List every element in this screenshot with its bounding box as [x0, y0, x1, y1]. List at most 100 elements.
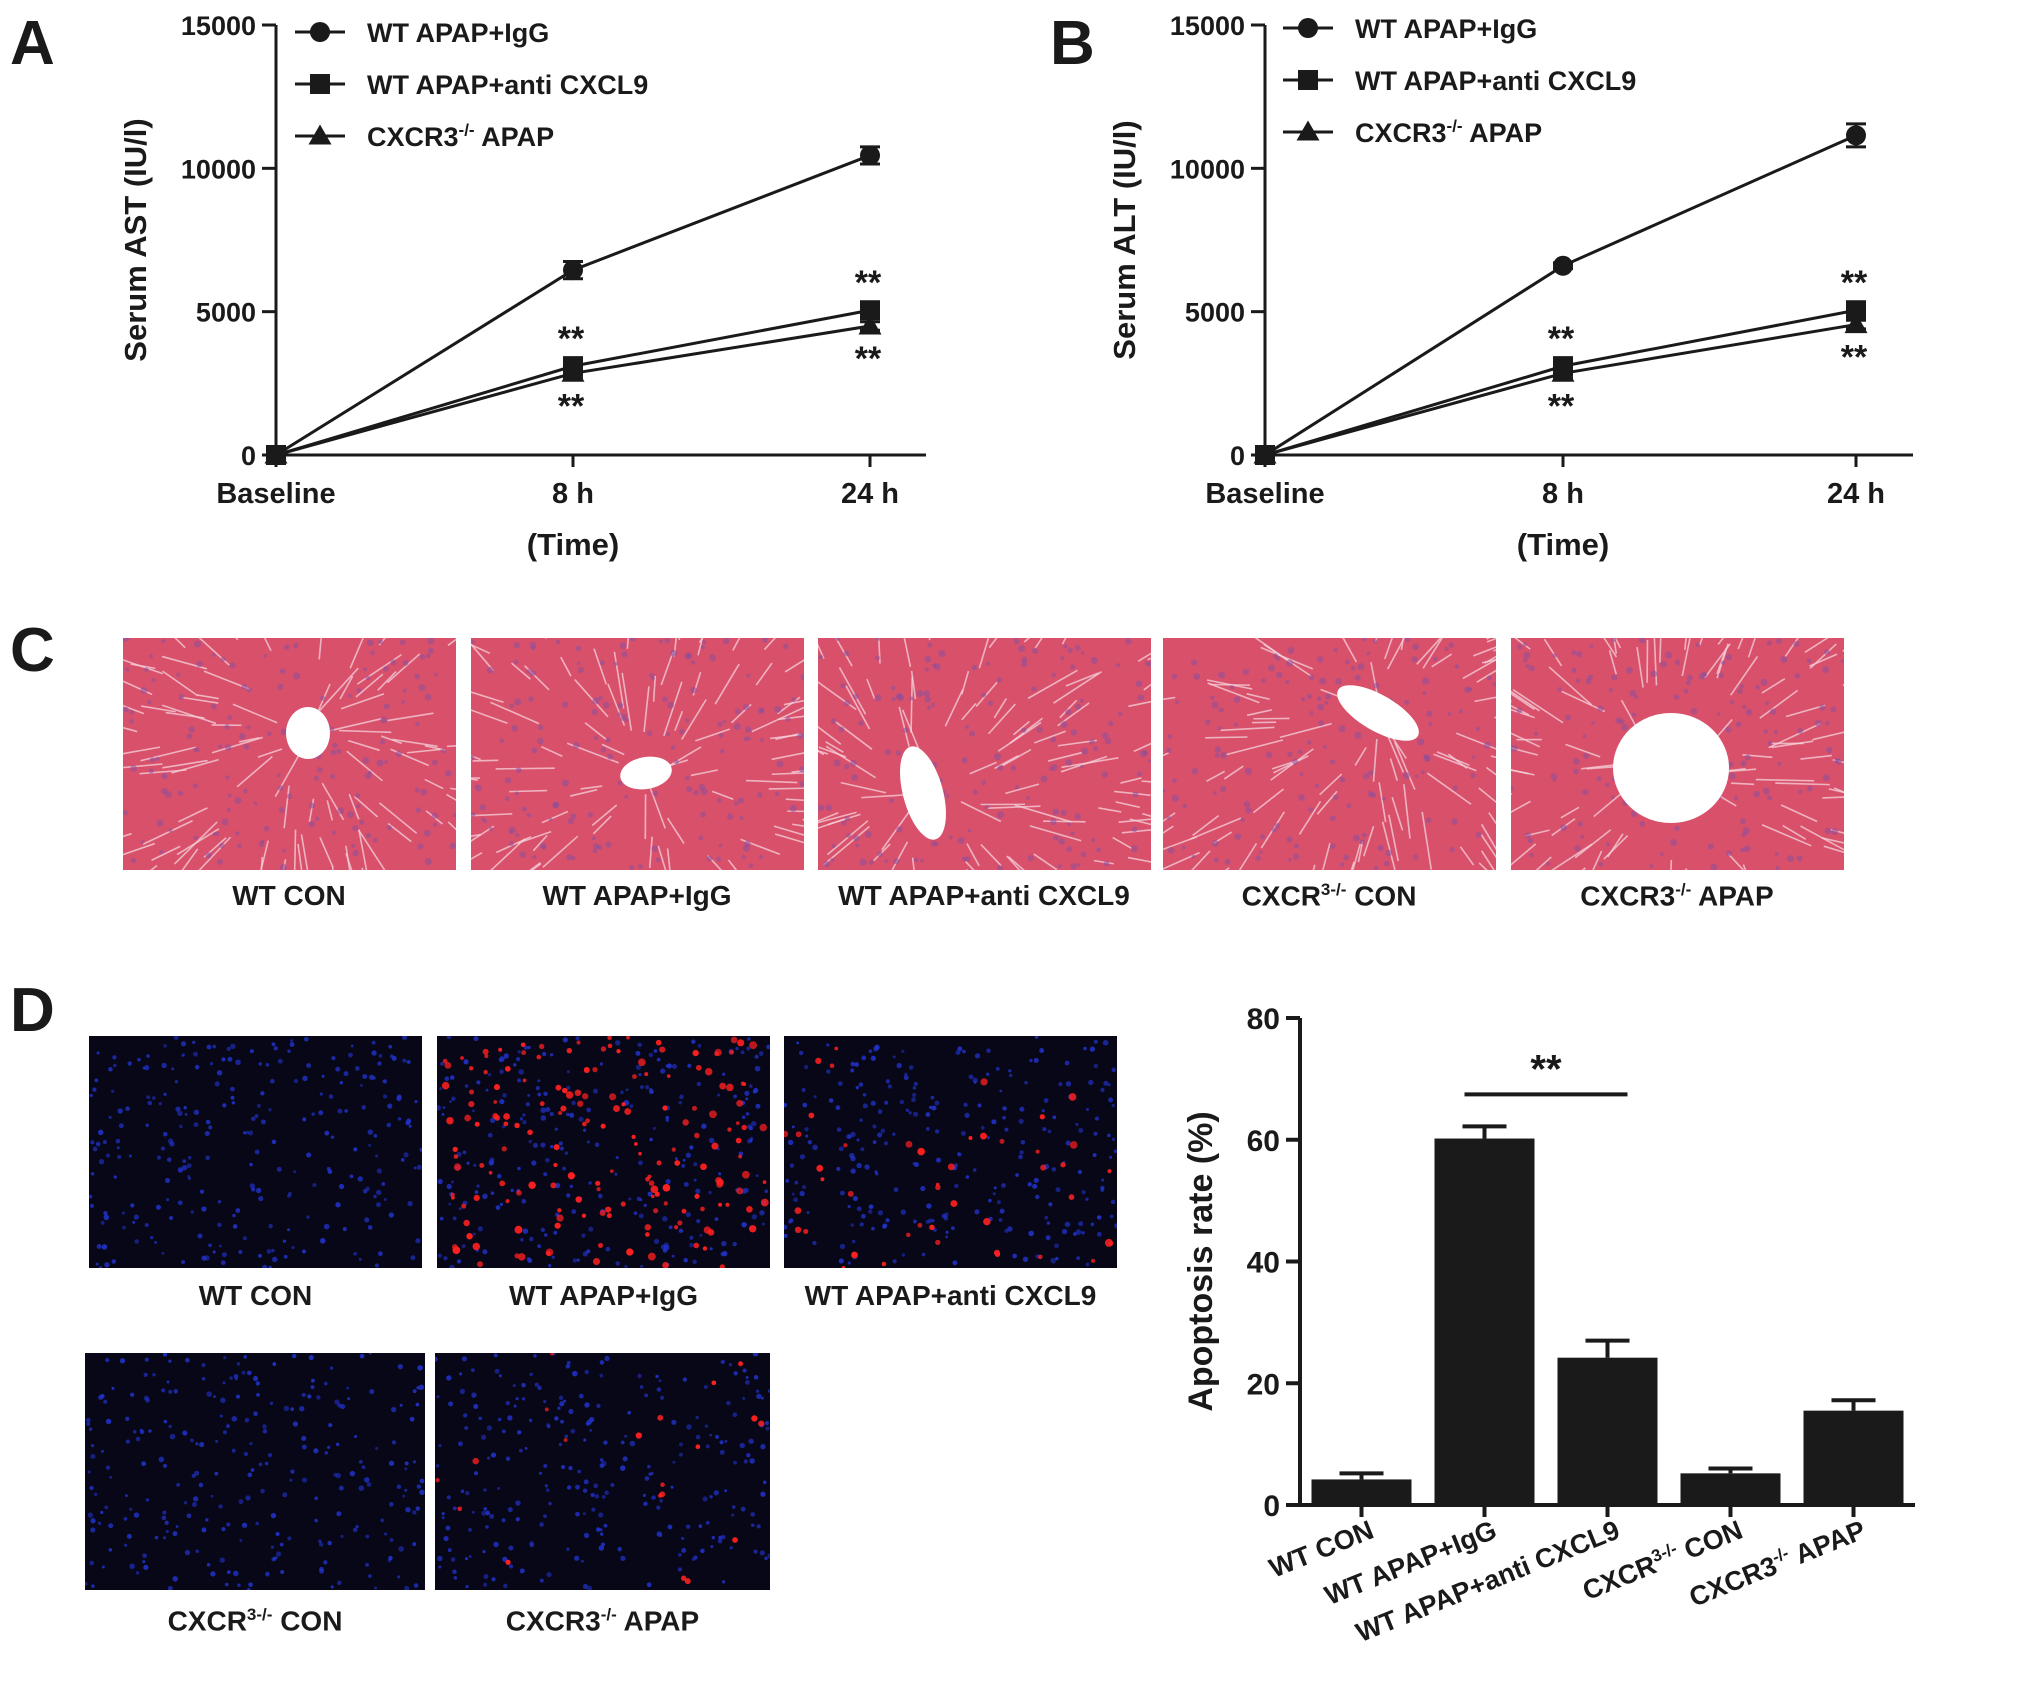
nucleus [418, 684, 426, 692]
sinusoid [840, 781, 887, 794]
dapi-nucleus [270, 1545, 274, 1549]
dapi-nucleus [1110, 1199, 1116, 1205]
data-point [1253, 443, 1277, 464]
dapi-nucleus [251, 1187, 256, 1192]
nucleus [592, 697, 600, 705]
dapi-nucleus [658, 1379, 662, 1383]
tunel-positive-cell [999, 1138, 1005, 1144]
nucleus [1470, 772, 1476, 779]
nucleus [965, 856, 971, 862]
sinusoid [1761, 678, 1786, 694]
dapi-nucleus [145, 1123, 149, 1128]
dapi-nucleus [1052, 1115, 1057, 1120]
central-vein [900, 746, 946, 840]
nucleus [874, 694, 882, 702]
dapi-nucleus [478, 1416, 483, 1421]
sinusoid [1120, 777, 1142, 784]
dapi-nucleus [491, 1577, 496, 1582]
nucleus [211, 653, 216, 657]
tunel-positive-cell [544, 1407, 549, 1412]
sinusoid [1223, 765, 1244, 780]
dapi-nucleus [599, 1463, 605, 1469]
dapi-nucleus [957, 1046, 963, 1052]
dapi-nucleus [111, 1386, 115, 1390]
tunel-positive-cell [1107, 1169, 1112, 1174]
dapi-nucleus [223, 1356, 227, 1360]
dapi-nucleus [86, 1421, 91, 1426]
sinusoid [818, 749, 825, 756]
sinusoid [1511, 800, 1531, 813]
dapi-nucleus [374, 1263, 379, 1268]
dapi-nucleus [349, 1470, 356, 1477]
dapi-nucleus [862, 1103, 868, 1109]
nucleus [1819, 704, 1826, 711]
dapi-nucleus [330, 1135, 335, 1139]
he-caption-2: WT APAP+IgG [542, 880, 732, 911]
sinusoid [910, 670, 917, 700]
sinusoid [1141, 780, 1151, 783]
dapi-nucleus [640, 1264, 644, 1268]
nucleus [858, 720, 864, 726]
dapi-nucleus [220, 1397, 226, 1404]
dapi-nucleus [482, 1550, 486, 1554]
dapi-nucleus [733, 1371, 738, 1376]
dapi-nucleus [436, 1464, 440, 1468]
nucleus [1116, 663, 1121, 668]
nucleus [621, 651, 628, 658]
nucleus [278, 806, 285, 813]
dapi-nucleus [119, 1358, 126, 1364]
dapi-nucleus [219, 1557, 225, 1563]
nucleus [1420, 770, 1425, 775]
x-tick-label: 8 h [552, 478, 594, 510]
dapi-nucleus [158, 1101, 162, 1106]
nucleus [1660, 660, 1667, 668]
nucleus [434, 672, 439, 677]
dapi-nucleus [743, 1459, 748, 1464]
dapi-nucleus [517, 1050, 521, 1054]
sinusoid [1511, 690, 1540, 712]
sinusoid [1821, 837, 1844, 844]
nucleus [927, 705, 932, 710]
dapi-nucleus [276, 1551, 282, 1557]
dapi-nucleus [709, 1433, 713, 1437]
dapi-nucleus [268, 1108, 272, 1112]
sinusoid [1023, 638, 1031, 643]
dapi-nucleus [380, 1518, 385, 1523]
sinusoid [626, 638, 630, 649]
data-point [1844, 313, 1868, 334]
nucleus [1452, 785, 1458, 791]
nucleus [513, 659, 519, 665]
dapi-nucleus [93, 1492, 98, 1497]
dapi-nucleus [644, 1393, 649, 1398]
nucleus [1051, 672, 1056, 678]
nucleus [1287, 646, 1295, 654]
sinusoid [928, 638, 931, 641]
nucleus [818, 654, 824, 660]
tunel-positive-cell [730, 1036, 738, 1044]
data-point [858, 314, 882, 335]
sinusoid [1782, 824, 1807, 840]
sinusoid [1731, 782, 1755, 786]
tunel-positive-cell [711, 1142, 719, 1150]
nucleus [427, 647, 434, 654]
sinusoid [1143, 683, 1151, 691]
tunel-positive-cell [735, 1121, 740, 1126]
nucleus [1582, 789, 1589, 796]
dapi-nucleus [549, 1053, 554, 1057]
nucleus [1171, 794, 1179, 802]
nucleus [1825, 721, 1830, 726]
dapi-nucleus [754, 1054, 759, 1059]
sinusoid [648, 836, 653, 868]
nucleus [1740, 818, 1746, 825]
nucleus [658, 639, 663, 644]
tunel-positive-cell [695, 1064, 702, 1071]
dapi-nucleus [596, 1403, 601, 1409]
nucleus [607, 753, 614, 760]
dapi-nucleus [791, 1192, 795, 1196]
nucleus [553, 801, 560, 809]
dapi-nucleus [485, 1525, 489, 1529]
dapi-nucleus [855, 1085, 860, 1090]
nucleus [572, 742, 580, 749]
dapi-nucleus [98, 1266, 103, 1268]
tunel-positive-cell [659, 1046, 666, 1053]
